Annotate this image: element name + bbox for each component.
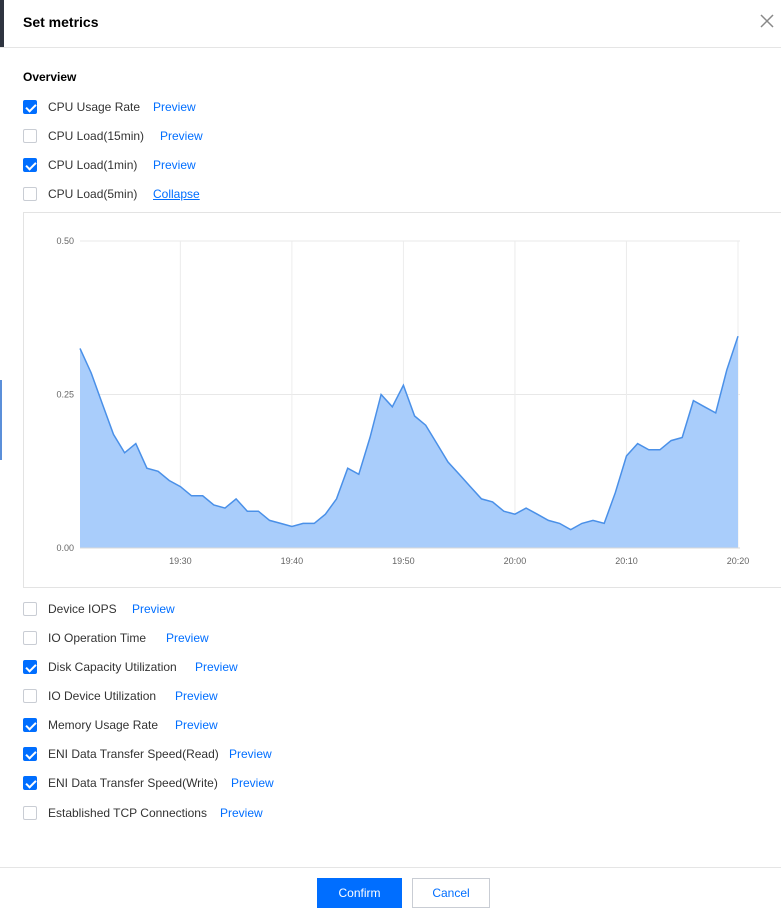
metric-io-device-utilization[interactable]: IO Device Utilization	[23, 687, 156, 705]
metric-cpu-load-15min[interactable]: CPU Load(15min)	[23, 127, 144, 145]
x-tick-label: 20:00	[504, 556, 527, 566]
series-line	[79, 335, 739, 531]
metric-cpu-load-1min[interactable]: CPU Load(1min)	[23, 156, 137, 174]
dialog-footer	[0, 867, 781, 915]
checkbox-eni-write-speed[interactable]	[23, 776, 37, 790]
y-tick-label: 0.00	[56, 543, 74, 553]
cancel-button[interactable]: Cancel	[412, 878, 490, 908]
confirm-button[interactable]: Confirm	[317, 878, 402, 908]
y-tick-label: 0.50	[56, 236, 74, 246]
x-tick-label: 19:30	[169, 556, 192, 566]
preview-link-cpu-usage-rate[interactable]: Preview	[153, 100, 196, 114]
metric-cpu-usage-rate[interactable]: CPU Usage Rate	[23, 98, 140, 116]
metric-label: Device IOPS	[48, 602, 117, 616]
metric-eni-read-speed[interactable]: ENI Data Transfer Speed(Read)	[23, 745, 219, 763]
metric-label: CPU Load(15min)	[48, 129, 145, 143]
checkbox-eni-read-speed[interactable]	[23, 747, 37, 761]
preview-link-disk-capacity-utilization[interactable]: Preview	[195, 660, 238, 674]
metric-label: IO Device Utilization	[48, 689, 157, 703]
metric-label: Disk Capacity Utilization	[48, 660, 177, 674]
metric-label: Memory Usage Rate	[48, 718, 159, 732]
checkbox-io-operation-time[interactable]	[23, 631, 37, 645]
checkbox-cpu-usage-rate[interactable]	[23, 100, 37, 114]
preview-link-cpu-load-1min[interactable]: Preview	[153, 158, 196, 172]
metric-chart-panel: 0.00 0.25 0.50 19:30 19:40 19:50 20:00 20:10 20:…	[23, 212, 781, 588]
checkbox-established-tcp-connections[interactable]	[23, 806, 37, 820]
metric-memory-usage-rate[interactable]: Memory Usage Rate	[23, 716, 158, 734]
y-tick-label: 0.25	[56, 390, 74, 400]
preview-link-established-tcp-connections[interactable]: Preview	[220, 806, 263, 820]
collapse-link-cpu-load-5min[interactable]: Collapse	[153, 187, 200, 201]
checkbox-cpu-load-15min[interactable]	[23, 129, 37, 143]
checkbox-device-iops[interactable]	[23, 602, 37, 616]
preview-link-cpu-load-15min[interactable]: Preview	[160, 129, 203, 143]
x-tick-label: 19:40	[281, 556, 304, 566]
checkbox-io-device-utilization[interactable]	[23, 689, 37, 703]
preview-link-eni-write-speed[interactable]: Preview	[231, 776, 274, 790]
dialog-title: Set metrics	[23, 14, 99, 30]
x-tick-label: 19:50	[392, 556, 415, 566]
close-icon[interactable]	[759, 13, 775, 29]
checkbox-memory-usage-rate[interactable]	[23, 718, 37, 732]
area-fill	[80, 336, 738, 548]
background-page-strip-accent	[0, 380, 2, 460]
checkbox-cpu-load-5min[interactable]	[23, 187, 37, 201]
preview-link-io-device-utilization[interactable]: Preview	[175, 689, 218, 703]
metric-disk-capacity-utilization[interactable]: Disk Capacity Utilization	[23, 658, 177, 676]
background-page-strip	[0, 0, 4, 48]
x-tick-label: 20:20	[727, 556, 750, 566]
metric-established-tcp-connections[interactable]: Established TCP Connections	[23, 804, 207, 822]
area-chart: 0.00 0.25 0.50 19:30 19:40 19:50 20:00 20:10 20:…	[56, 236, 750, 566]
metric-label: ENI Data Transfer Speed(Read)	[48, 747, 219, 761]
metric-label: IO Operation Time	[48, 631, 147, 645]
section-title-overview: Overview	[23, 70, 77, 84]
metric-io-operation-time[interactable]: IO Operation Time	[23, 629, 146, 647]
preview-link-memory-usage-rate[interactable]: Preview	[175, 718, 218, 732]
metric-label: CPU Usage Rate	[48, 100, 141, 114]
metric-device-iops[interactable]: Device IOPS	[23, 600, 117, 618]
metric-label: ENI Data Transfer Speed(Write)	[48, 776, 218, 790]
metric-cpu-load-5min[interactable]: CPU Load(5min)	[23, 185, 137, 203]
metric-label: CPU Load(5min)	[48, 187, 138, 201]
x-tick-label: 20:10	[615, 556, 638, 566]
metric-eni-write-speed[interactable]: ENI Data Transfer Speed(Write)	[23, 774, 218, 792]
preview-link-io-operation-time[interactable]: Preview	[166, 631, 209, 645]
preview-link-eni-read-speed[interactable]: Preview	[229, 747, 272, 761]
metric-label: Established TCP Connections	[48, 806, 207, 820]
checkbox-disk-capacity-utilization[interactable]	[23, 660, 37, 674]
checkbox-cpu-load-1min[interactable]	[23, 158, 37, 172]
preview-link-device-iops[interactable]: Preview	[132, 602, 175, 616]
metric-label: CPU Load(1min)	[48, 158, 138, 172]
dialog-header: Set metrics	[0, 0, 781, 48]
